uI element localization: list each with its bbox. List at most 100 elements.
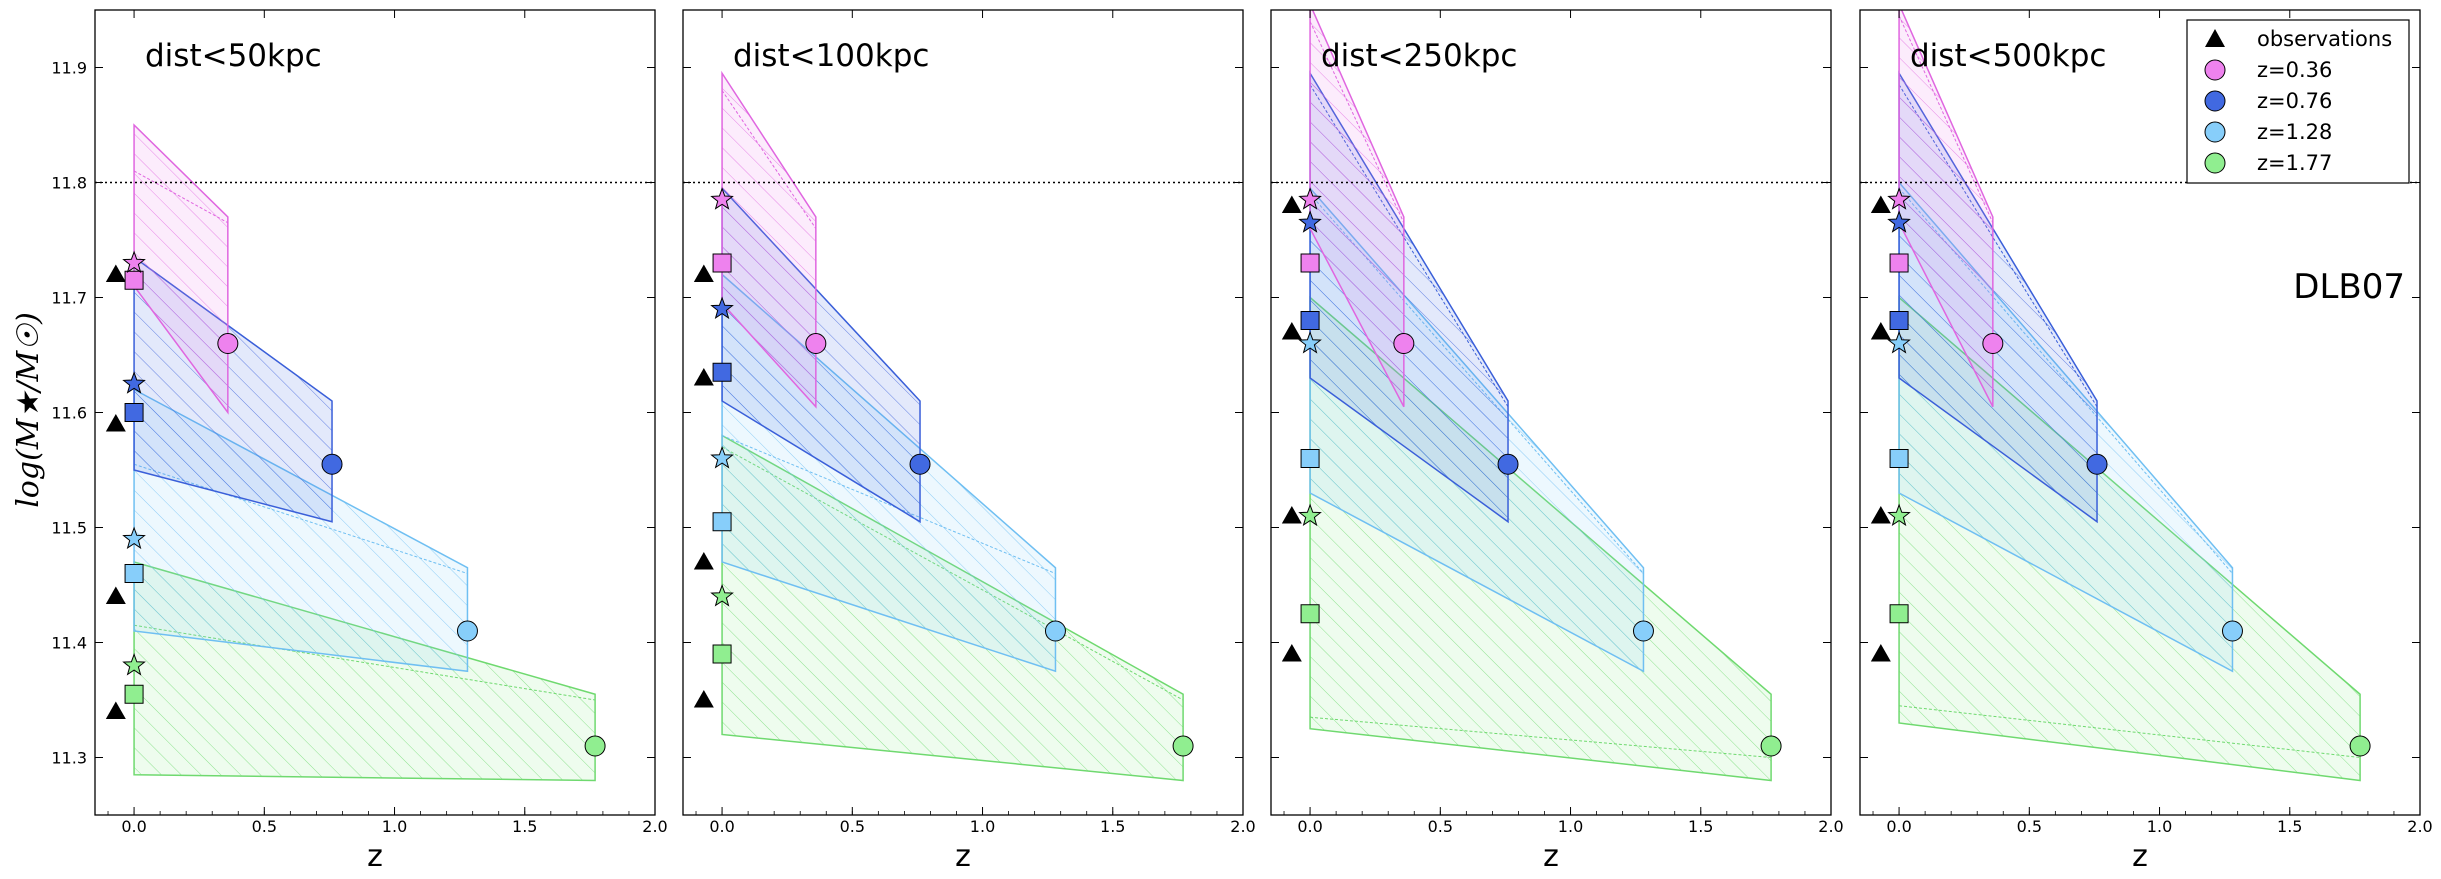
star-marker-z036 <box>1887 187 1911 210</box>
square-marker-z036 <box>1889 253 1909 273</box>
x-tick-label: 2.0 <box>1230 817 1255 836</box>
observation-marker <box>1281 195 1302 213</box>
star-marker-z128 <box>1298 331 1322 354</box>
star-marker-z036 <box>710 187 734 210</box>
band-midline-z036 <box>721 90 817 229</box>
square-marker-z177 <box>1300 604 1320 624</box>
y-axis-label: log(M★/M☉) <box>11 312 46 508</box>
square-marker-z128 <box>712 512 732 532</box>
panel-title: dist<500kpc <box>1910 38 2106 74</box>
observation-marker <box>1870 322 1891 340</box>
circle-marker-z128 <box>1044 620 1066 642</box>
x-tick-label: 0.5 <box>2017 817 2042 836</box>
panel-2: 0.0 0.5 1.0 1.5 2.0 z dist<100kpc <box>682 9 1256 874</box>
star-marker-z076 <box>1887 210 1911 233</box>
legend-marker-circle <box>2204 59 2226 81</box>
panel-4: 0.0 0.5 1.0 1.5 2.0 z dist<500kpc DLB07 observat… <box>1859 9 2433 874</box>
square-marker-z128 <box>1889 449 1909 468</box>
circle-marker-z076 <box>321 453 343 475</box>
x-tick-label: 0.0 <box>1297 817 1322 836</box>
x-tick-label: 0.0 <box>1886 817 1911 836</box>
x-tick-label: 2.0 <box>2407 817 2432 836</box>
x-tick-label: 0.5 <box>252 817 277 836</box>
x-tick-label: 1.0 <box>970 817 995 836</box>
circle-marker-z177 <box>1760 735 1782 757</box>
plot-area <box>683 70 1243 782</box>
circle-marker-z076 <box>1497 453 1519 475</box>
x-tick-label: 1.5 <box>1688 817 1713 836</box>
band-midline-z036 <box>1309 21 1405 223</box>
square-marker-z036 <box>124 270 144 290</box>
panels: 0.0 0.5 1.0 1.5 2.0 11.3 11.4 11.5 11.6 11.7 11.8 1… <box>51 9 2433 874</box>
square-marker-z128 <box>1300 449 1320 468</box>
star-marker-z177 <box>122 653 146 676</box>
observation-marker <box>693 368 714 386</box>
x-tick-label: 0.5 <box>1428 817 1453 836</box>
legend-label: z=1.28 <box>2257 120 2332 144</box>
star-marker-z177 <box>1887 503 1911 527</box>
x-tick-label: 1.5 <box>512 817 537 836</box>
square-marker-z177 <box>1889 604 1909 624</box>
observation-marker <box>1870 195 1891 213</box>
band-outline-z036 <box>1309 10 1405 408</box>
panel-title: dist<250kpc <box>1321 38 1517 74</box>
square-marker-z076 <box>1889 311 1909 330</box>
square-marker-z036 <box>1300 253 1320 273</box>
y-tick-label: 11.7 <box>51 289 87 308</box>
star-marker-z128 <box>1887 331 1911 354</box>
band-outline-z036 <box>1898 10 1994 408</box>
observation-marker <box>1870 506 1891 524</box>
observation-marker <box>1870 644 1891 662</box>
legend-label: z=0.76 <box>2257 89 2332 113</box>
band-midline-z036 <box>133 170 229 224</box>
circle-marker-z177 <box>1172 735 1194 757</box>
plot-area <box>95 123 655 782</box>
observation-marker <box>1281 322 1302 340</box>
y-tick-label: 11.3 <box>51 749 87 768</box>
observation-marker <box>105 586 126 604</box>
y-tick-label: 11.4 <box>51 634 87 653</box>
circle-marker-z128 <box>2221 620 2243 642</box>
band-midline-z076 <box>721 187 921 402</box>
legend-label: z=1.77 <box>2257 151 2332 175</box>
x-tick-label: 0.0 <box>121 817 146 836</box>
x-tick-label: 1.0 <box>1558 817 1583 836</box>
band-outline-z036 <box>133 123 229 415</box>
circle-marker-z036 <box>217 333 239 354</box>
legend-marker-triangle <box>2205 29 2225 47</box>
y-tick-label: 11.6 <box>51 404 87 423</box>
circle-marker-z076 <box>2086 453 2108 475</box>
y-tick-label: 11.9 <box>51 59 87 78</box>
band-midline-z177 <box>1310 716 1772 758</box>
star-marker-z036 <box>122 250 146 274</box>
x-tick-label: 2.0 <box>642 817 667 836</box>
star-marker-z076 <box>710 296 734 320</box>
circle-marker-z177 <box>584 735 606 757</box>
x-axis-label: z <box>955 839 971 874</box>
plot-area <box>1860 10 2420 782</box>
observation-marker <box>105 414 126 432</box>
plot-area <box>1271 10 1831 782</box>
star-marker-z076 <box>1298 210 1322 233</box>
observation-marker <box>693 264 714 282</box>
star-marker-z177 <box>710 584 734 607</box>
circle-marker-z076 <box>909 453 931 475</box>
x-tick-label: 0.0 <box>709 817 734 836</box>
star-marker-z036 <box>1298 187 1322 210</box>
legend: observations z=0.36 z=0.76 z=1.28 z=1.77 <box>2186 19 2410 184</box>
legend-label: observations <box>2257 27 2392 51</box>
star-marker-z076 <box>122 371 146 394</box>
legend-marker-circle <box>2204 90 2226 112</box>
observation-marker <box>105 701 126 719</box>
square-marker-z076 <box>712 362 732 382</box>
band-midline-z128 <box>133 463 468 574</box>
x-tick-label: 2.0 <box>1818 817 1843 836</box>
model-label: DLB07 <box>2293 267 2405 307</box>
panel-1: 0.0 0.5 1.0 1.5 2.0 11.3 11.4 11.5 11.6 11.7 11.8 1… <box>51 9 668 874</box>
observation-marker <box>105 264 126 282</box>
y-tick-label: 11.8 <box>51 174 87 193</box>
x-axis-label: z <box>2132 839 2148 874</box>
square-marker-z036 <box>712 253 732 273</box>
square-marker-z076 <box>124 403 144 422</box>
square-marker-z128 <box>124 564 144 583</box>
